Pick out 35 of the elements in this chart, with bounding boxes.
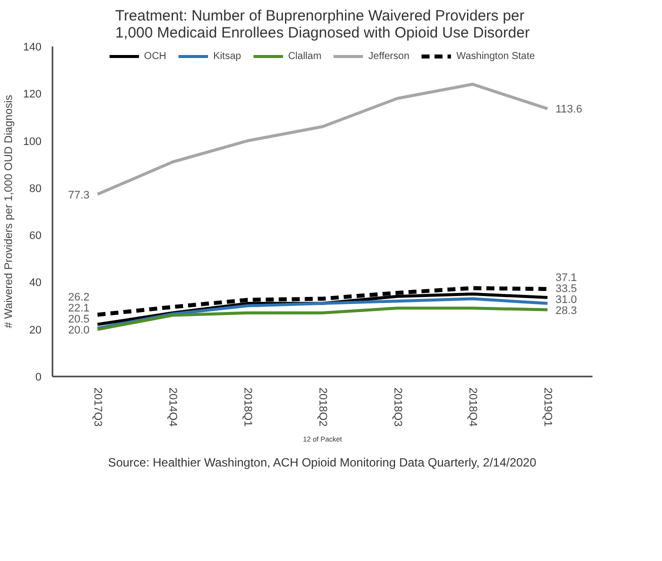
- legend-label: Clallam: [288, 50, 322, 62]
- data-label: 33.5: [556, 282, 577, 295]
- x-tick-label: 2018Q4: [466, 388, 478, 427]
- y-tick-label: 100: [23, 136, 42, 148]
- y-tick-label: 60: [29, 230, 42, 242]
- data-label: 28.3: [556, 304, 577, 317]
- x-tick-label: 2017Q3: [92, 388, 104, 427]
- x-tick-label: 2014Q4: [166, 388, 178, 427]
- line-series: [96, 82, 549, 196]
- chart-title: Treatment: Number of Buprenorphine Waivered Providers per 1,000 Medicaid Enrollees Diagnosed with Opioid Use Disorder: [115, 8, 530, 42]
- legend-label: Kitsap: [213, 50, 242, 62]
- data-label: 20.5: [68, 313, 90, 326]
- y-tick-label: 80: [29, 182, 42, 195]
- x-tick-label: 2018Q2: [316, 388, 328, 427]
- data-label: 77.3: [68, 189, 90, 202]
- data-label: 22.1: [68, 302, 90, 314]
- legend-label: Washington State: [456, 50, 535, 62]
- y-tick-label: 0: [35, 372, 42, 384]
- line-series: [96, 306, 549, 331]
- data-label: 20.0: [68, 324, 90, 336]
- data-label: 26.2: [68, 291, 90, 304]
- data-label: 113.6: [556, 104, 582, 116]
- y-tick-label: 40: [29, 277, 42, 290]
- y-tick-label: 20: [29, 324, 42, 336]
- legend-label: Jefferson: [368, 50, 410, 62]
- legend-label: OCH: [144, 50, 166, 62]
- y-tick-label: 140: [23, 42, 42, 54]
- data-label: 37.1: [556, 272, 577, 284]
- y-tick-label: 120: [23, 88, 42, 101]
- source-note: Source: Healthier Washington, ACH Opioid Monitoring Data Quarterly, 2/14/2020: [108, 456, 537, 470]
- y-axis-title: # Waivered Providers per 1,000 OUD Diagnosis: [3, 94, 16, 328]
- x-tick-label: 2018Q3: [392, 388, 404, 427]
- x-tick-label: 2018Q1: [242, 388, 254, 427]
- data-label: 31.0: [556, 294, 577, 306]
- x-tick-label: 2019Q1: [542, 388, 554, 427]
